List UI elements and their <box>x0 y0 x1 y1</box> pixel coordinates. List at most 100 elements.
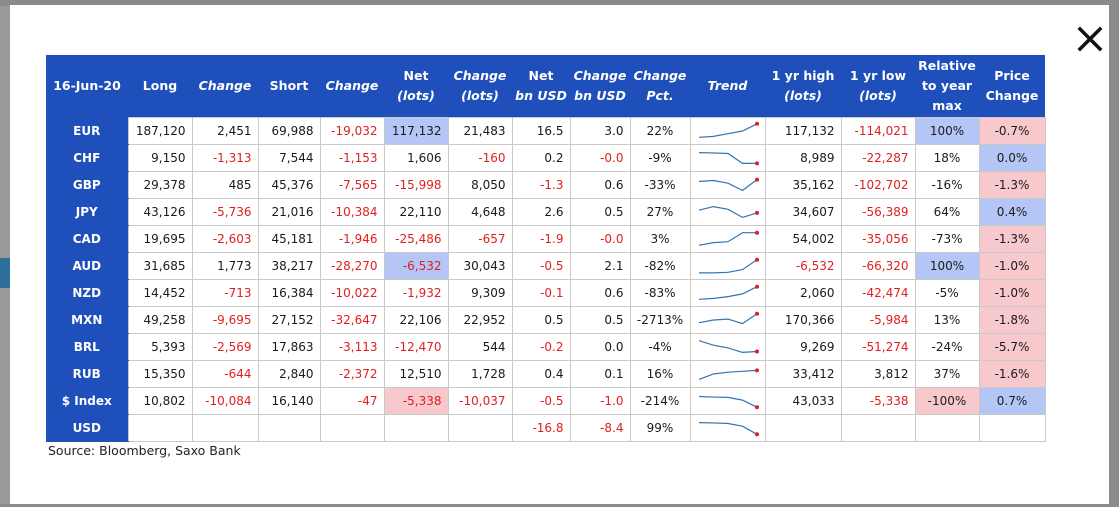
cot-positioning-table: 16-Jun-20 Long Change Short Change Net (l… <box>46 55 1046 442</box>
cell-high: 2,060 <box>764 279 842 307</box>
cell-rel <box>914 414 980 442</box>
header-change-usd: Change bn USD <box>570 55 630 118</box>
cell-long: 10,802 <box>127 387 193 415</box>
close-button[interactable] <box>1070 19 1110 59</box>
trend-sparkline <box>689 306 766 334</box>
cell-high: 117,132 <box>764 117 842 145</box>
header-yr-low-unit: (lots) <box>859 88 897 103</box>
close-icon <box>1077 26 1103 52</box>
cell-long: 15,350 <box>127 360 193 388</box>
header-net-top: Net <box>403 68 429 83</box>
cell-short: 27,152 <box>257 306 321 334</box>
cell-chg2: -10,022 <box>319 279 385 307</box>
cell-chgusd: 0.6 <box>569 279 631 307</box>
cell-rel: 100% <box>914 252 980 280</box>
cell-price: -1.3% <box>978 171 1046 199</box>
cell-low: -114,021 <box>840 117 916 145</box>
row-label: JPY <box>46 198 128 226</box>
cell-pct: -214% <box>629 387 691 415</box>
cell-chgusd: -8.4 <box>569 414 631 442</box>
header-change-lots-unit: (lots) <box>461 88 499 103</box>
cell-short: 17,863 <box>257 333 321 361</box>
cell-short: 69,988 <box>257 117 321 145</box>
trend-line-chart <box>698 205 759 219</box>
cell-rel: -73% <box>914 225 980 253</box>
cell-net: -5,338 <box>383 387 449 415</box>
cell-rel: 13% <box>914 306 980 334</box>
cell-pct: -2713% <box>629 306 691 334</box>
cell-pct: 99% <box>629 414 691 442</box>
cell-chg: -9,695 <box>191 306 259 334</box>
cell-rel: -100% <box>914 387 980 415</box>
cell-pct: -4% <box>629 333 691 361</box>
cell-chg: -644 <box>191 360 259 388</box>
header-relative: Relative to year max <box>915 55 979 118</box>
cell-net: 22,106 <box>383 306 449 334</box>
trend-sparkline <box>689 387 766 415</box>
cell-netusd: -0.1 <box>511 279 571 307</box>
trend-line-chart <box>698 121 759 138</box>
cell-pct: 22% <box>629 117 691 145</box>
header-yr-high-unit: (lots) <box>784 88 822 103</box>
header-net-unit: (lots) <box>397 88 435 103</box>
header-relative-1: Relative <box>918 58 976 73</box>
trend-sparkline <box>689 225 766 253</box>
cell-rel: -24% <box>914 333 980 361</box>
cell-chg3: 4,648 <box>447 198 513 226</box>
table-row: AUD 31,685 1,773 38,217 -28,270 -6,532 30,043-… <box>46 252 1046 280</box>
header-change-short: Change <box>320 55 384 118</box>
cell-price: -1.3% <box>978 225 1046 253</box>
trend-series <box>698 286 757 300</box>
cell-net: -25,486 <box>383 225 449 253</box>
table-row: BRL 5,393 -2,569 17,863 -3,113 -12,470 544 -0.2… <box>46 333 1046 361</box>
cell-short: 2,840 <box>257 360 321 388</box>
table-row: USD -16.8 -8.4 99% <box>46 414 1046 442</box>
cell-chg3: -10,037 <box>447 387 513 415</box>
cell-chg: -5,736 <box>191 198 259 226</box>
cell-rel: -5% <box>914 279 980 307</box>
cell-chg: 485 <box>191 171 259 199</box>
background-page <box>0 0 10 507</box>
cell-long: 49,258 <box>127 306 193 334</box>
cell-net: 1,606 <box>383 144 449 172</box>
cell-long: 31,685 <box>127 252 193 280</box>
trend-line-chart <box>698 311 759 325</box>
row-label: GBP <box>46 171 128 199</box>
cell-pct: 3% <box>629 225 691 253</box>
cell-chg2: -7,565 <box>319 171 385 199</box>
trend-sparkline <box>689 360 766 388</box>
cell-chg3: 22,952 <box>447 306 513 334</box>
background-bottom <box>0 504 1119 507</box>
header-price-2: Change <box>985 88 1039 103</box>
cell-chg2: -19,032 <box>319 117 385 145</box>
trend-endpoint <box>754 311 759 316</box>
cell-pct: -82% <box>629 252 691 280</box>
background-edge <box>1109 0 1119 507</box>
cell-chg: -1,313 <box>191 144 259 172</box>
cell-chg3: 1,728 <box>447 360 513 388</box>
cell-chg: 1,773 <box>191 252 259 280</box>
cell-chg: -713 <box>191 279 259 307</box>
cell-rel: 64% <box>914 198 980 226</box>
cell-low: 3,812 <box>840 360 916 388</box>
cell-netusd: -1.9 <box>511 225 571 253</box>
cell-netusd: 16.5 <box>511 117 571 145</box>
header-yr-low-top: 1 yr low <box>849 68 907 83</box>
table-body: EUR 187,120 2,451 69,988 -19,032 117,132 21,48… <box>46 117 1046 442</box>
table-row: $ Index 10,802 -10,084 16,140 -47 -5,338 -10,0… <box>46 387 1046 415</box>
trend-sparkline <box>689 117 766 145</box>
row-label: BRL <box>46 333 128 361</box>
cell-high: 35,162 <box>764 171 842 199</box>
cell-pct: -33% <box>629 171 691 199</box>
header-yr-low: 1 yr low (lots) <box>841 55 915 118</box>
trend-line-chart <box>698 368 759 380</box>
cell-low: -5,338 <box>840 387 916 415</box>
cell-chgusd: 0.5 <box>569 306 631 334</box>
cell-high: 34,607 <box>764 198 842 226</box>
cell-short: 45,376 <box>257 171 321 199</box>
cell-chgusd: -0.0 <box>569 144 631 172</box>
trend-series <box>698 422 757 435</box>
cell-rel: 100% <box>914 117 980 145</box>
header-net-usd-unit: bn USD <box>515 88 567 103</box>
trend-endpoint <box>754 257 759 262</box>
